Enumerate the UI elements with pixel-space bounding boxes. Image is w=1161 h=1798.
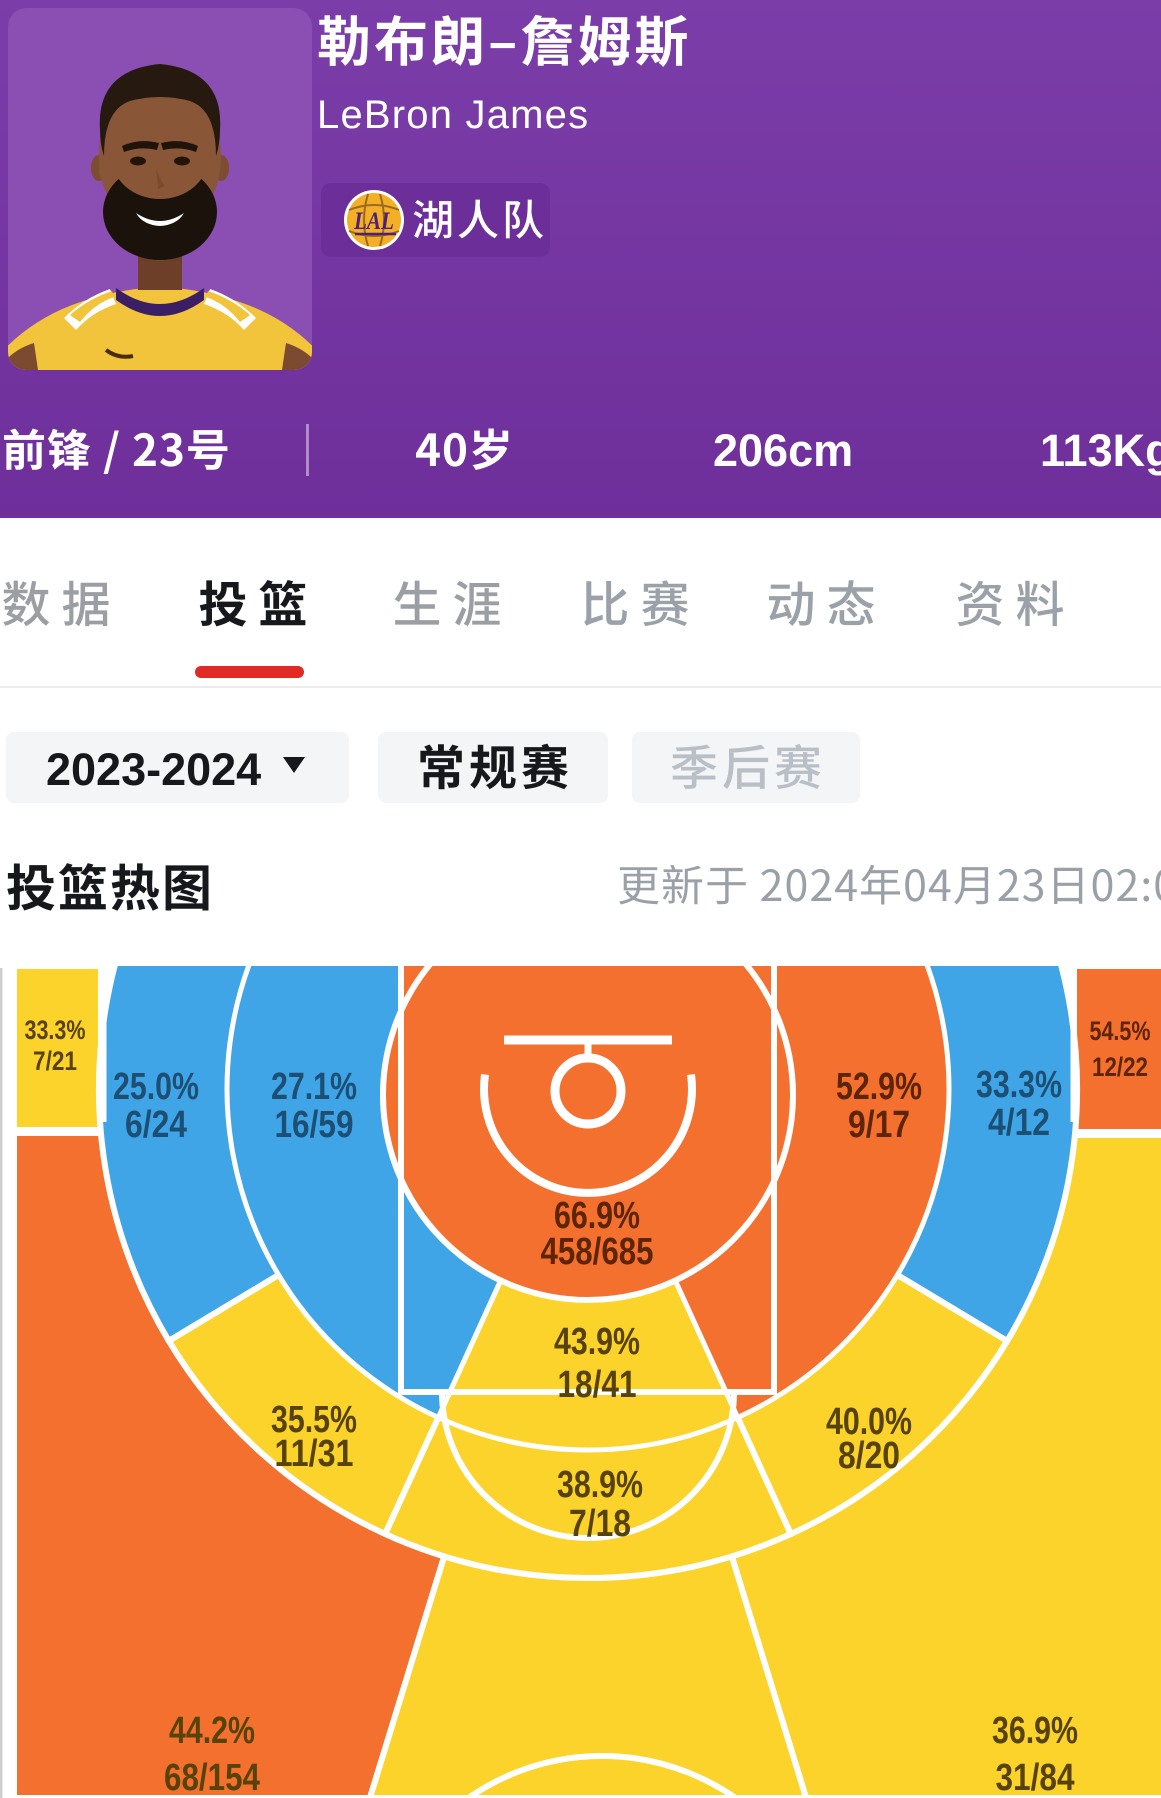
- svg-text:27.1%: 27.1%: [271, 1066, 357, 1108]
- svg-text:36.9%: 36.9%: [992, 1710, 1078, 1752]
- svg-text:11/31: 11/31: [275, 1433, 354, 1475]
- svg-text:4/12: 4/12: [988, 1102, 1050, 1144]
- svg-text:16/59: 16/59: [275, 1104, 354, 1146]
- svg-text:44.2%: 44.2%: [169, 1710, 255, 1752]
- svg-text:33.3%: 33.3%: [976, 1064, 1062, 1106]
- svg-text:6/24: 6/24: [125, 1104, 187, 1146]
- svg-text:12/22: 12/22: [1092, 1052, 1148, 1082]
- svg-text:66.9%: 66.9%: [554, 1195, 640, 1237]
- svg-text:43.9%: 43.9%: [554, 1321, 640, 1363]
- svg-text:LAL: LAL: [353, 208, 394, 235]
- svg-text:25.0%: 25.0%: [113, 1066, 199, 1108]
- svg-text:7/21: 7/21: [33, 1046, 77, 1076]
- svg-text:458/685: 458/685: [541, 1231, 654, 1273]
- svg-text:7/18: 7/18: [569, 1503, 631, 1545]
- svg-text:40.0%: 40.0%: [826, 1401, 912, 1443]
- svg-text:35.5%: 35.5%: [271, 1399, 357, 1441]
- svg-text:31/84: 31/84: [996, 1757, 1075, 1798]
- svg-text:8/20: 8/20: [838, 1435, 900, 1477]
- svg-text:68/154: 68/154: [164, 1757, 260, 1798]
- svg-text:54.5%: 54.5%: [1090, 1016, 1151, 1046]
- svg-text:9/17: 9/17: [848, 1104, 910, 1146]
- svg-text:38.9%: 38.9%: [557, 1464, 643, 1506]
- svg-text:33.3%: 33.3%: [25, 1015, 86, 1045]
- svg-text:52.9%: 52.9%: [836, 1066, 922, 1108]
- svg-text:18/41: 18/41: [558, 1364, 637, 1406]
